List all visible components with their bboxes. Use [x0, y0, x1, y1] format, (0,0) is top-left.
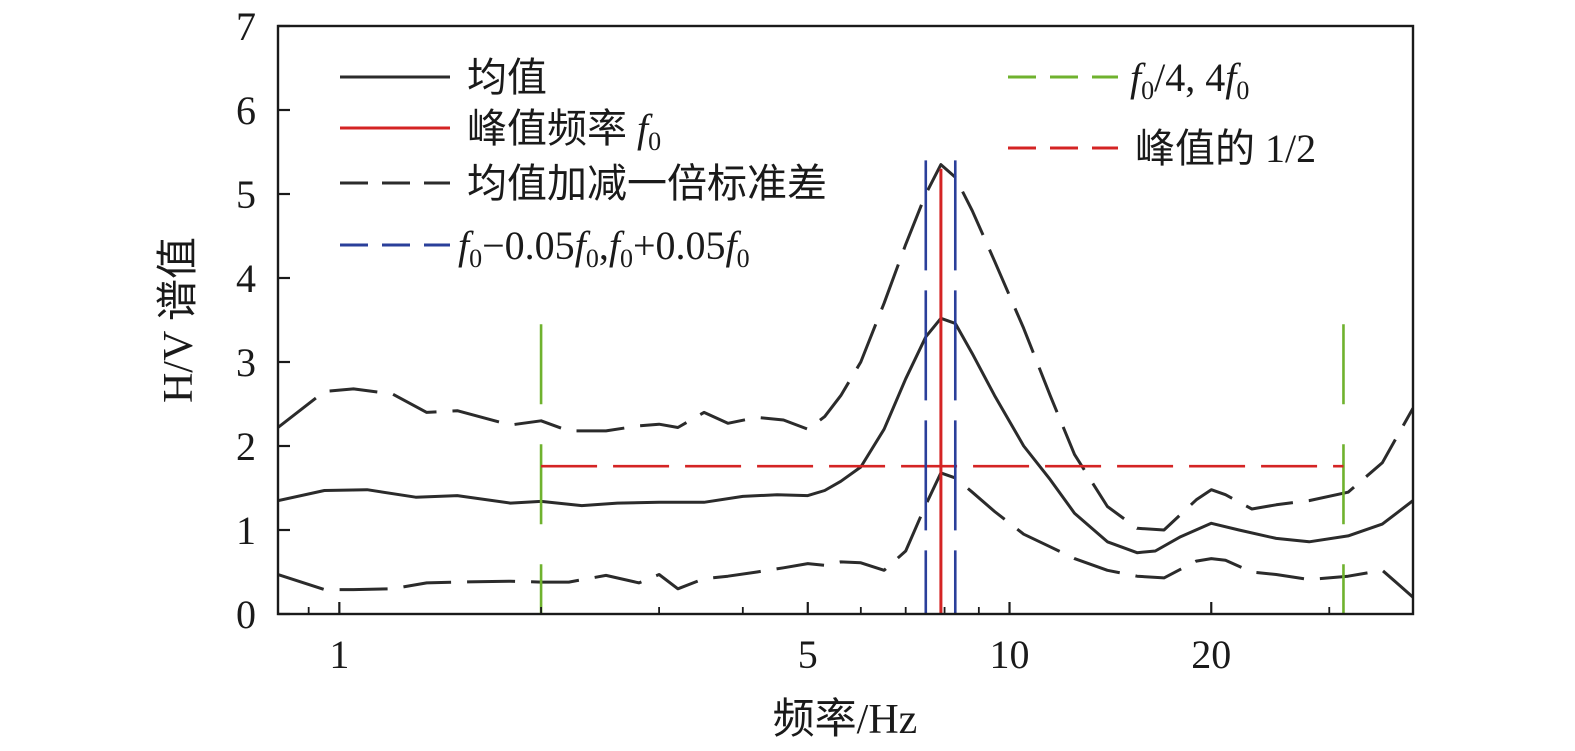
y-tick-label-5: 5 — [236, 172, 256, 217]
y-tick-label-3: 3 — [236, 340, 256, 385]
x-tick-label-10: 10 — [990, 632, 1030, 677]
axes: 0 1 2 3 4 5 6 7 1 5 10 20 — [236, 4, 1331, 677]
legend-label-std-band: 均值加减一倍标准差 — [467, 161, 827, 206]
legend-peak-sub: 0 — [648, 127, 661, 156]
plot-area — [278, 160, 1413, 614]
y-tick-label-7: 7 — [236, 4, 256, 49]
y-tick-label-1: 1 — [236, 508, 256, 553]
f0-band-s2: 0 — [586, 244, 599, 273]
quarter-mid: /4, 4 — [1154, 55, 1225, 100]
x-tick-label-1: 1 — [329, 632, 349, 677]
legend-peak-text: 峰值频率 — [467, 106, 637, 151]
x-tick-label-20: 20 — [1191, 632, 1231, 677]
y-tick-label-2: 2 — [236, 424, 256, 469]
quarter-s2: 0 — [1236, 76, 1249, 105]
legend-label-f0-band: f0−0.05f0,f0+0.05f0 — [458, 223, 750, 273]
legend-label-mean: 均值 — [467, 55, 547, 100]
legend-label-f0-quarter: f0/4, 4f0 — [1130, 55, 1249, 105]
series-upper-std — [278, 163, 1413, 532]
legend: 均值 峰值频率 f0 均值加减一倍标准差 f0−0.05f0,f0+0.05f0… — [340, 55, 1316, 273]
y-tick-label-4: 4 — [236, 256, 256, 301]
f0-band-s1: 0 — [469, 244, 482, 273]
f0-band-s4: 0 — [737, 244, 750, 273]
y-tick-label-6: 6 — [236, 88, 256, 133]
y-tick-label-0: 0 — [236, 592, 256, 637]
f0-band-t2: +0.05 — [633, 223, 726, 268]
x-axis-title: 频率/Hz — [773, 696, 918, 743]
series-mean — [278, 316, 1413, 555]
f0-band-t1: −0.05 — [482, 223, 575, 268]
f0-band-comma: , — [599, 223, 609, 268]
quarter-s1: 0 — [1141, 76, 1154, 105]
x-tick-label-5: 5 — [798, 632, 818, 677]
legend-label-peak-frequency: 峰值频率 f0 — [467, 106, 661, 156]
y-axis-title: H/V 谱值 — [156, 237, 202, 403]
plot-frame — [276, 24, 1415, 616]
series-lower-std — [278, 471, 1413, 599]
f0-band-s3: 0 — [620, 244, 633, 273]
legend-label-half-peak: 峰值的 1/2 — [1135, 126, 1316, 171]
